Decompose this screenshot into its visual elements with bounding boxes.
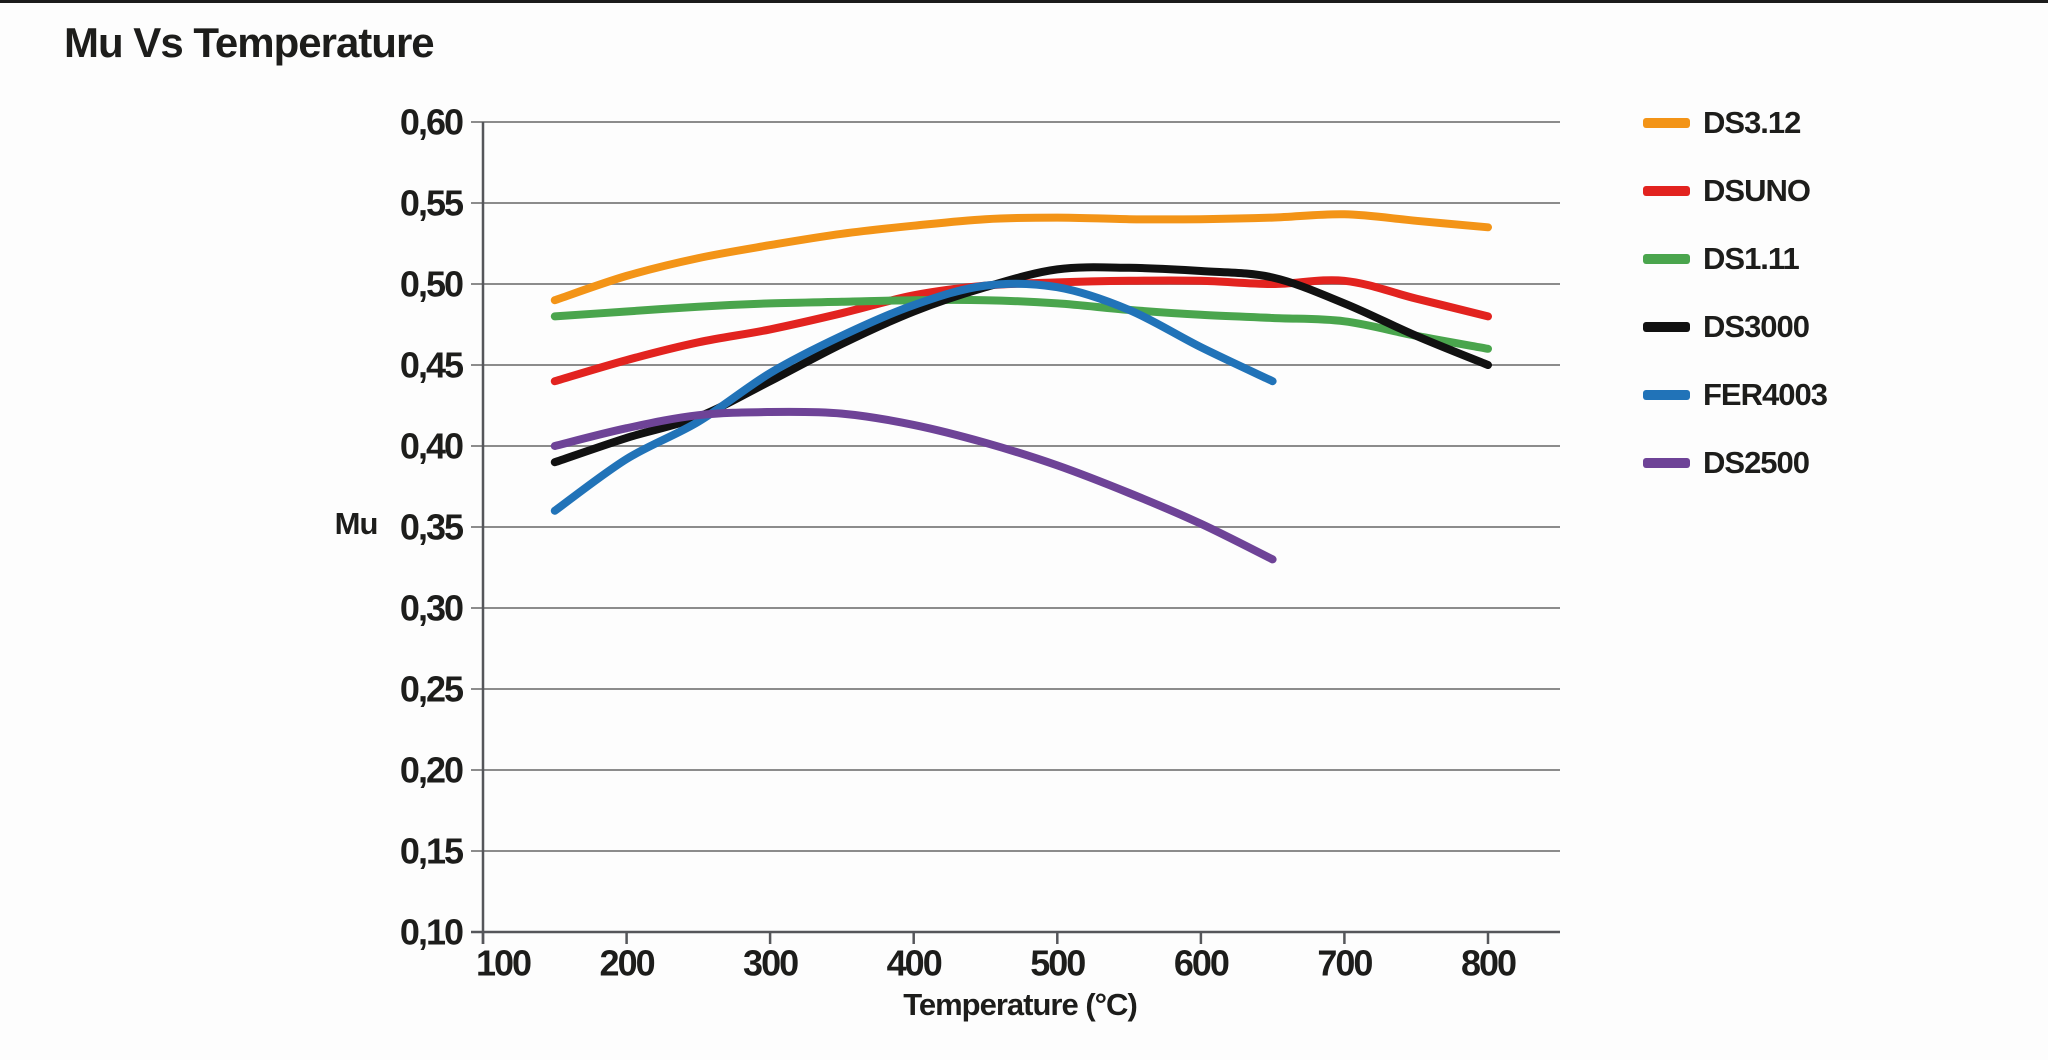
y-tick-label: 0,40 xyxy=(400,426,463,467)
series-line-fer4003 xyxy=(550,279,1277,515)
series-line-dsuno xyxy=(550,276,1492,386)
y-tick-label: 0,35 xyxy=(400,507,464,548)
y-tick-label: 0,50 xyxy=(400,264,463,305)
legend-item-ds3000: DS3000 xyxy=(1643,293,2023,361)
gridlines xyxy=(471,121,1560,933)
legend-label: DS3000 xyxy=(1703,309,1810,344)
x-tick-label: 100 xyxy=(476,943,531,984)
legend-swatch-ds3-12 xyxy=(1643,118,1690,128)
legend-swatch-fer4003 xyxy=(1643,390,1690,400)
legend: DS3.12 DSUNO DS1.11 DS3000 FER4003 DS2500 xyxy=(1643,89,2023,497)
legend-label: DS1.11 xyxy=(1703,241,1800,276)
legend-item-ds1-11: DS1.11 xyxy=(1643,225,2023,293)
legend-label: DS2500 xyxy=(1703,445,1810,480)
y-tick-label: 0,15 xyxy=(400,831,464,872)
y-tick-label: 0,25 xyxy=(400,669,464,710)
x-tick-label: 700 xyxy=(1317,943,1372,984)
x-axis-title: Temperature (°C) xyxy=(903,987,1138,1022)
legend-item-fer4003: FER4003 xyxy=(1643,361,2023,429)
x-tick-label: 500 xyxy=(1030,943,1085,984)
legend-swatch-ds1-11 xyxy=(1643,254,1690,264)
plot-canvas: 0,60 0,55 0,50 0,45 0,40 0,35 0,30 0,25 0,20 0,15… xyxy=(400,102,1560,984)
series-line-ds2500 xyxy=(550,407,1277,564)
legend-swatch-dsuno xyxy=(1643,186,1690,196)
y-tick-label: 0,20 xyxy=(400,750,463,791)
y-tick-label: 0,10 xyxy=(400,912,463,953)
y-tick-label: 0,55 xyxy=(400,183,464,224)
series-line-ds3-12 xyxy=(550,210,1492,305)
series-line-ds1-11 xyxy=(550,295,1492,353)
legend-swatch-ds2500 xyxy=(1643,458,1690,468)
tick-labels: 0,60 0,55 0,50 0,45 0,40 0,35 0,30 0,25 0,20 0,15… xyxy=(400,102,1518,984)
legend-label: FER4003 xyxy=(1703,377,1828,412)
y-tick-label: 0,45 xyxy=(400,345,464,386)
y-axis-title: Mu xyxy=(334,506,379,541)
x-tick-label: 400 xyxy=(887,943,942,984)
legend-item-ds2500: DS2500 xyxy=(1643,429,2023,497)
x-tick-label: 800 xyxy=(1461,943,1516,984)
y-tick-label: 0,30 xyxy=(400,588,463,629)
legend-label: DSUNO xyxy=(1703,173,1811,208)
chart-title: Mu Vs Temperature xyxy=(64,19,435,66)
axes xyxy=(471,122,1560,944)
legend-swatch-ds3000 xyxy=(1643,322,1690,332)
x-tick-label: 300 xyxy=(743,943,798,984)
legend-item-dsuno: DSUNO xyxy=(1643,157,2023,225)
x-tick-label: 200 xyxy=(600,943,655,984)
legend-label: DS3.12 xyxy=(1703,105,1801,140)
series-lines xyxy=(550,210,1492,564)
x-tick-label: 600 xyxy=(1174,943,1229,984)
legend-item-ds3-12: DS3.12 xyxy=(1643,89,2023,157)
y-tick-label: 0,60 xyxy=(400,102,463,143)
